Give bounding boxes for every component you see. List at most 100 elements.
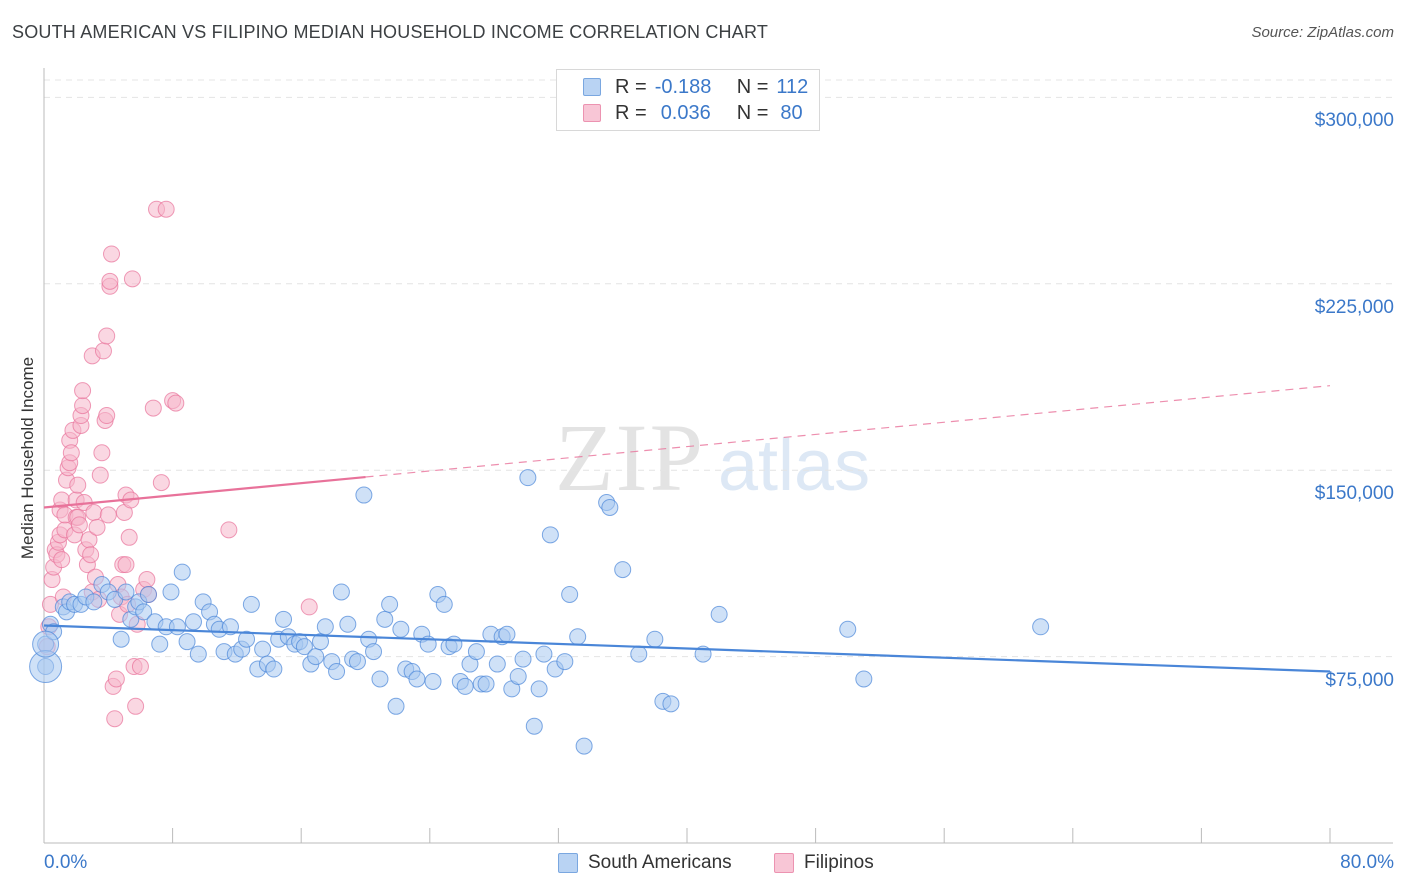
south-american-point xyxy=(435,595,453,613)
south-american-point xyxy=(265,660,283,678)
south-american-point xyxy=(162,583,180,601)
filipino-points xyxy=(38,200,318,728)
filipino-point xyxy=(138,571,156,589)
legend-swatch-pink xyxy=(583,104,601,122)
south-american-point xyxy=(509,667,527,685)
filipino-point xyxy=(53,551,71,569)
south-american-point xyxy=(254,640,272,658)
bottom-legend-filipinos: Filipinos xyxy=(774,852,874,874)
filipino-point xyxy=(106,710,124,728)
south-american-point xyxy=(173,563,191,581)
south-american-point xyxy=(348,653,366,671)
south-american-point xyxy=(601,498,619,516)
south-american-point xyxy=(646,630,664,648)
source-label: Source: ZipAtlas.com xyxy=(1251,24,1394,41)
south-american-point xyxy=(355,486,373,504)
gridlines xyxy=(44,79,1393,658)
bottom-legend-south-americans: South Americans xyxy=(558,852,732,874)
south-american-point xyxy=(456,677,474,695)
legend-n-label: N = xyxy=(736,75,769,98)
bottom-legend-swatch-blue xyxy=(558,853,578,873)
south-american-point xyxy=(221,618,239,636)
south-american-point xyxy=(117,583,135,601)
south-american-point xyxy=(855,670,873,688)
legend-r-label: R = xyxy=(615,101,647,124)
y-tick-label: $150,000 xyxy=(1314,483,1394,505)
south-american-point xyxy=(189,645,207,663)
x-tick-max: 80.0% xyxy=(1340,852,1394,873)
y-tick-label: $75,000 xyxy=(1325,669,1394,691)
south-american-point xyxy=(307,648,325,666)
south-american-point xyxy=(178,633,196,651)
south-american-point xyxy=(275,610,293,628)
filipino-trend-line-extrapolated xyxy=(365,385,1331,478)
watermark: ZIP atlas xyxy=(555,404,870,511)
filipino-point xyxy=(93,444,111,462)
legend-n-value: 80 xyxy=(780,101,803,124)
south-american-point xyxy=(365,643,383,661)
bottom-legend-label: Filipinos xyxy=(804,852,874,873)
south-american-point xyxy=(1032,618,1050,636)
legend-n-label: N = xyxy=(736,101,769,124)
filipino-point xyxy=(300,598,318,616)
filipino-point xyxy=(74,397,92,415)
filipino-point xyxy=(62,444,80,462)
filipino-point xyxy=(157,200,175,218)
axes xyxy=(43,68,1393,844)
south-american-point xyxy=(135,603,153,621)
south-american-point xyxy=(662,695,680,713)
bottom-legend-label: South Americans xyxy=(588,852,732,873)
filipino-point xyxy=(85,503,103,521)
south-american-point xyxy=(575,737,593,755)
filipino-point xyxy=(82,546,100,564)
south-american-point xyxy=(316,618,334,636)
correlation-legend: R = -0.188 N = 112 R = 0.036 N = 80 xyxy=(556,69,820,131)
legend-row-south-americans: R = -0.188 N = 112 xyxy=(583,75,808,99)
filipino-point xyxy=(103,245,121,263)
south-american-point xyxy=(381,595,399,613)
south-american-points xyxy=(29,469,1050,755)
x-tick-min: 0.0% xyxy=(44,852,88,873)
filipino-point xyxy=(98,407,116,425)
south-american-point xyxy=(530,680,548,698)
filipino-point xyxy=(91,466,109,484)
south-american-trend-line xyxy=(43,624,1331,673)
filipino-point xyxy=(99,506,117,524)
filipino-point xyxy=(74,382,92,400)
filipino-point xyxy=(152,474,170,492)
south-american-point xyxy=(168,618,186,636)
legend-n-value: 112 xyxy=(776,75,809,98)
filipino-point xyxy=(127,697,145,715)
south-american-point xyxy=(569,628,587,646)
south-american-point xyxy=(710,605,728,623)
legend-r-value: 0.036 xyxy=(660,101,711,124)
filipino-point xyxy=(94,342,112,360)
south-american-point xyxy=(376,610,394,628)
south-american-point xyxy=(32,630,60,658)
south-american-point xyxy=(424,672,442,690)
legend-r-value: -0.188 xyxy=(654,75,712,98)
filipino-point xyxy=(98,327,116,345)
legend-r-label: R = xyxy=(615,75,647,98)
south-american-point xyxy=(184,613,202,631)
filipino-point xyxy=(88,518,106,536)
south-american-point xyxy=(519,469,537,487)
south-american-point xyxy=(328,663,346,681)
filipino-point xyxy=(117,556,135,574)
filipino-point xyxy=(131,658,149,676)
filipino-point xyxy=(70,516,88,534)
south-american-point xyxy=(392,620,410,638)
filipino-point xyxy=(101,272,119,290)
filipino-point xyxy=(107,670,125,688)
south-american-point xyxy=(477,675,495,693)
south-american-point xyxy=(339,615,357,633)
legend-swatch-blue xyxy=(583,78,601,96)
filipino-point xyxy=(220,521,238,539)
south-american-point xyxy=(630,645,648,663)
south-american-point xyxy=(112,630,130,648)
south-american-point xyxy=(332,583,350,601)
south-american-point xyxy=(85,593,103,611)
filipino-trend-line xyxy=(43,475,366,509)
south-american-point xyxy=(556,653,574,671)
south-american-point xyxy=(541,526,559,544)
